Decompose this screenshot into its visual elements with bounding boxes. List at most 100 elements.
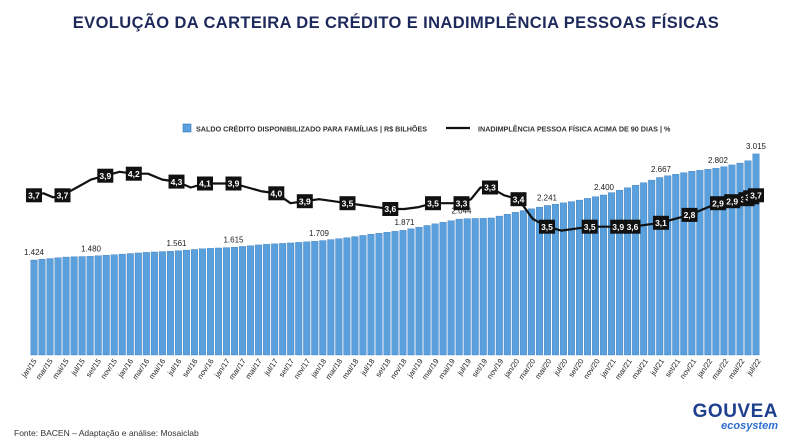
svg-text:4,0: 4,0 — [270, 189, 282, 199]
bar — [62, 256, 70, 356]
bar — [70, 256, 78, 356]
bar — [640, 182, 648, 356]
bar-value-label: 1.561 — [166, 239, 187, 248]
bar — [359, 235, 367, 356]
svg-text:4,3: 4,3 — [171, 177, 183, 187]
bar-value-label: 1.871 — [394, 218, 415, 227]
bar — [688, 171, 696, 356]
bar — [431, 223, 439, 356]
bar-value-label: 1.480 — [81, 244, 102, 253]
bar — [696, 170, 704, 356]
bar — [231, 247, 239, 356]
bar — [712, 168, 720, 356]
bar — [30, 259, 38, 356]
x-tick-label: nov/16 — [195, 357, 215, 381]
gouvea-logo: GOUVEA ecosystem — [693, 402, 778, 432]
line-value-label: 2,8 — [681, 207, 698, 222]
svg-text:2,9: 2,9 — [712, 198, 724, 208]
svg-text:3,9: 3,9 — [228, 179, 240, 189]
bar — [102, 255, 110, 356]
bar — [182, 249, 190, 356]
svg-text:3,6: 3,6 — [384, 204, 396, 214]
bar — [118, 253, 126, 356]
x-tick-label: mar/18 — [324, 357, 345, 381]
x-tick-label: mai/15 — [51, 357, 71, 381]
bar-value-label: 2.044 — [451, 207, 472, 216]
bar — [158, 251, 166, 356]
svg-text:3,1: 3,1 — [655, 218, 667, 228]
line-value-label: 2,9 — [724, 194, 741, 209]
x-tick-label: mar/17 — [227, 357, 248, 381]
bar — [728, 164, 736, 356]
bar-value-label: 2.667 — [651, 165, 672, 174]
x-tick-label: nov/19 — [485, 357, 505, 381]
bar — [752, 153, 760, 356]
bar — [407, 228, 415, 356]
x-tick-label: mar/22 — [710, 357, 731, 381]
bar — [174, 250, 182, 356]
bar — [600, 194, 608, 356]
svg-text:3,5: 3,5 — [342, 198, 354, 208]
bar — [239, 246, 247, 356]
line-value-label: 3,7 — [748, 188, 764, 203]
bar — [215, 247, 222, 356]
svg-text:3,7: 3,7 — [57, 191, 69, 201]
x-tick-label: mai/19 — [437, 357, 457, 381]
bar — [632, 185, 640, 356]
bar — [559, 202, 567, 356]
bar — [415, 226, 423, 356]
line-value-label: 4,0 — [268, 186, 285, 201]
bar — [744, 160, 752, 356]
svg-text:3,3: 3,3 — [484, 183, 496, 193]
bar — [423, 225, 431, 356]
bar — [110, 254, 118, 356]
x-axis-ticks: jan/15mar/15mai/15jul/15set/15nov/15jan/… — [19, 357, 763, 381]
bar — [367, 234, 375, 356]
x-tick-label: nov/15 — [99, 357, 119, 381]
x-tick-label: mar/20 — [517, 357, 538, 381]
line-value-label: 3,3 — [482, 180, 498, 195]
bar — [166, 251, 174, 356]
line-value-label: 3,9 — [225, 176, 242, 191]
bar-value-label: 2.802 — [708, 156, 729, 165]
bar — [704, 169, 712, 356]
bar — [295, 242, 303, 356]
bar-value-label: 1.615 — [223, 235, 244, 244]
x-tick-label: mar/15 — [34, 357, 55, 381]
bar — [190, 249, 198, 356]
svg-text:3,5: 3,5 — [541, 222, 553, 232]
bar — [94, 255, 102, 356]
bar — [78, 256, 86, 356]
bar — [271, 243, 279, 356]
svg-text:2,8: 2,8 — [684, 210, 696, 220]
logo-sub-text: ecosystem — [721, 420, 778, 432]
bar — [207, 248, 214, 356]
x-tick-label: nov/18 — [388, 357, 408, 381]
bar-value-label: 3.015 — [746, 142, 767, 151]
svg-text:3,9: 3,9 — [612, 222, 624, 232]
legend-bar-swatch — [182, 123, 192, 133]
x-tick-label: nov/20 — [581, 357, 601, 381]
line-value-label: 3,3 — [453, 196, 470, 211]
bar — [351, 236, 359, 356]
line-value-label: 3,6 — [382, 202, 399, 216]
bar — [255, 244, 263, 356]
bar — [279, 243, 287, 356]
x-tick-label: nov/21 — [678, 357, 698, 381]
bar — [519, 210, 527, 356]
bar — [616, 189, 624, 356]
source-footnote: Fonte: BACEN – Adaptação e análise: Mosa… — [14, 428, 199, 438]
line-value-label: 4,1 — [197, 176, 213, 191]
bar — [303, 241, 311, 356]
line-value-label: 3,6 — [624, 219, 641, 234]
bar — [142, 252, 150, 356]
bar — [551, 203, 559, 356]
bar-value-label: 2.400 — [594, 183, 615, 192]
chart-title: EVOLUÇÃO DA CARTEIRA DE CRÉDITO E INADIM… — [72, 14, 720, 32]
x-tick-label: jul/22 — [744, 357, 762, 378]
svg-text:3,5: 3,5 — [584, 222, 596, 232]
legend-line-label: INADIMPLÊNCIA PESSOA FÍSICA ACIMA DE 90 … — [478, 125, 671, 134]
bar — [680, 172, 688, 356]
svg-text:3,4: 3,4 — [513, 194, 525, 204]
